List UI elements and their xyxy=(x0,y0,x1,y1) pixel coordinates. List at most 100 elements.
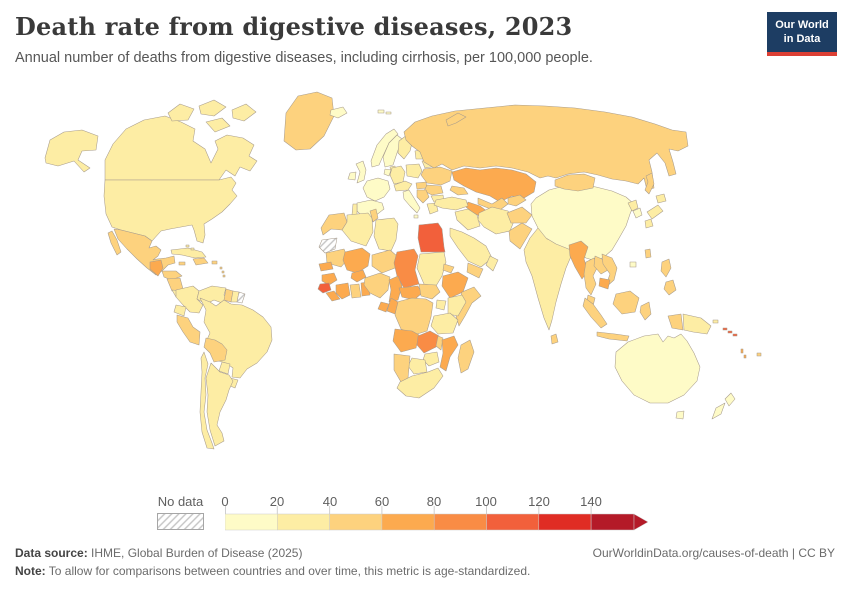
country-france[interactable] xyxy=(362,177,391,202)
country-liberia[interactable] xyxy=(325,290,341,302)
country-tanzania[interactable] xyxy=(430,312,459,335)
country-ghana[interactable] xyxy=(349,283,362,299)
country-madagascar[interactable] xyxy=(457,339,475,374)
country-vanuatu[interactable] xyxy=(740,348,747,359)
country-syria-iraq[interactable] xyxy=(454,208,481,231)
country-cote-divoire[interactable] xyxy=(335,282,351,300)
country-caucasus[interactable] xyxy=(449,185,469,196)
country-papua-new-guinea[interactable] xyxy=(682,313,719,335)
country-china[interactable] xyxy=(629,261,637,268)
country-canada[interactable] xyxy=(231,103,257,122)
country-central-europe[interactable] xyxy=(393,180,413,192)
legend-bin-1[interactable] xyxy=(277,513,330,531)
country-mali[interactable] xyxy=(342,247,371,274)
legend-bin-6[interactable] xyxy=(538,513,592,531)
country-united-kingdom[interactable] xyxy=(355,160,367,184)
country-pakistan[interactable] xyxy=(508,222,533,250)
country-zimbabwe[interactable] xyxy=(422,351,440,367)
country-puerto-rico[interactable] xyxy=(211,260,218,265)
country-canada[interactable] xyxy=(205,117,231,133)
country-mongolia[interactable] xyxy=(554,173,596,192)
country-united-states[interactable] xyxy=(44,129,99,173)
country-saudi-arabia[interactable] xyxy=(449,227,493,268)
country-iceland[interactable] xyxy=(329,106,348,119)
country-gabon[interactable] xyxy=(377,301,390,313)
country-mexico[interactable] xyxy=(107,230,122,256)
country-cuba[interactable] xyxy=(170,247,207,259)
country-afghanistan[interactable] xyxy=(506,206,533,224)
country-poland[interactable] xyxy=(405,163,423,179)
country-botswana[interactable] xyxy=(407,357,428,375)
legend-bin-4[interactable] xyxy=(433,513,487,531)
country-egypt[interactable] xyxy=(417,222,446,253)
country-north-korea[interactable] xyxy=(627,199,639,212)
country-indonesia[interactable] xyxy=(639,301,652,321)
country-argentina[interactable] xyxy=(205,362,234,447)
country-zambia[interactable] xyxy=(416,330,440,354)
country-central-african-republic[interactable] xyxy=(398,285,423,301)
country-bahamas[interactable] xyxy=(185,244,195,251)
legend-bin-0[interactable] xyxy=(225,513,278,531)
country-fiji[interactable] xyxy=(756,352,762,357)
country-libya[interactable] xyxy=(373,217,399,252)
country-congo[interactable] xyxy=(386,297,399,315)
country-kazakhstan[interactable] xyxy=(451,167,537,203)
country-sudan[interactable] xyxy=(416,251,447,287)
country-canada[interactable] xyxy=(198,99,227,117)
country-jamaica[interactable] xyxy=(178,261,186,266)
country-malawi[interactable] xyxy=(435,335,444,351)
country-iran[interactable] xyxy=(477,206,515,235)
country-bolivia[interactable] xyxy=(203,337,228,363)
country-russia[interactable] xyxy=(445,112,467,127)
owid-url-link[interactable]: OurWorldinData.org/causes-of-death xyxy=(592,546,789,560)
country-south-korea[interactable] xyxy=(632,207,643,219)
country-italy[interactable] xyxy=(402,189,421,219)
country-greenland[interactable] xyxy=(283,91,335,151)
country-norway[interactable] xyxy=(377,109,392,115)
country-benelux[interactable] xyxy=(383,168,392,177)
country-ukraine[interactable] xyxy=(420,166,453,186)
country-senegal[interactable] xyxy=(318,261,334,272)
country-canada[interactable] xyxy=(167,103,195,122)
country-turkey[interactable] xyxy=(433,196,469,211)
country-balkans[interactable] xyxy=(416,189,430,204)
country-western-sahara[interactable] xyxy=(318,237,338,254)
country-uzbekistan[interactable] xyxy=(477,197,509,211)
country-paraguay[interactable] xyxy=(218,361,231,375)
country-japan[interactable] xyxy=(646,204,664,220)
country-indonesia[interactable] xyxy=(667,313,684,331)
country-vietnam[interactable] xyxy=(601,253,618,289)
country-uganda[interactable] xyxy=(435,299,447,311)
country-mozambique[interactable] xyxy=(439,335,459,372)
country-burkina-faso[interactable] xyxy=(350,269,367,283)
country-angola[interactable] xyxy=(392,328,420,353)
country-guinea[interactable] xyxy=(321,272,338,286)
country-tunisia[interactable] xyxy=(369,208,379,223)
country-new-zealand[interactable] xyxy=(711,392,736,420)
country-nigeria[interactable] xyxy=(363,272,391,299)
legend-bin-3[interactable] xyxy=(381,513,435,531)
country-yemen[interactable] xyxy=(466,262,484,279)
legend-bin-2[interactable] xyxy=(329,513,383,531)
country-philippines[interactable] xyxy=(660,258,677,296)
country-cambodia[interactable] xyxy=(598,277,611,290)
country-kyrgyzstan-tajikistan[interactable] xyxy=(507,194,527,207)
country-canada[interactable] xyxy=(104,115,258,181)
legend-bin-5[interactable] xyxy=(486,513,540,531)
country-australia[interactable] xyxy=(675,410,685,420)
country-germany[interactable] xyxy=(389,165,406,185)
country-kenya[interactable] xyxy=(447,294,467,317)
country-taiwan[interactable] xyxy=(644,248,652,259)
country-peru[interactable] xyxy=(176,314,201,346)
country-eritrea[interactable] xyxy=(442,263,455,274)
country-ireland[interactable] xyxy=(347,171,357,181)
country-sierra-leone[interactable] xyxy=(317,282,332,294)
country-algeria[interactable] xyxy=(341,212,374,247)
country-guatemala[interactable] xyxy=(149,259,164,277)
country-solomon-islands[interactable] xyxy=(722,327,738,337)
legend-no-data-swatch[interactable] xyxy=(157,513,204,530)
country-lesser-antilles[interactable] xyxy=(219,266,226,278)
owid-logo[interactable]: Our World in Data xyxy=(767,12,837,56)
country-namibia[interactable] xyxy=(393,353,411,383)
country-cameroon[interactable] xyxy=(388,275,403,303)
